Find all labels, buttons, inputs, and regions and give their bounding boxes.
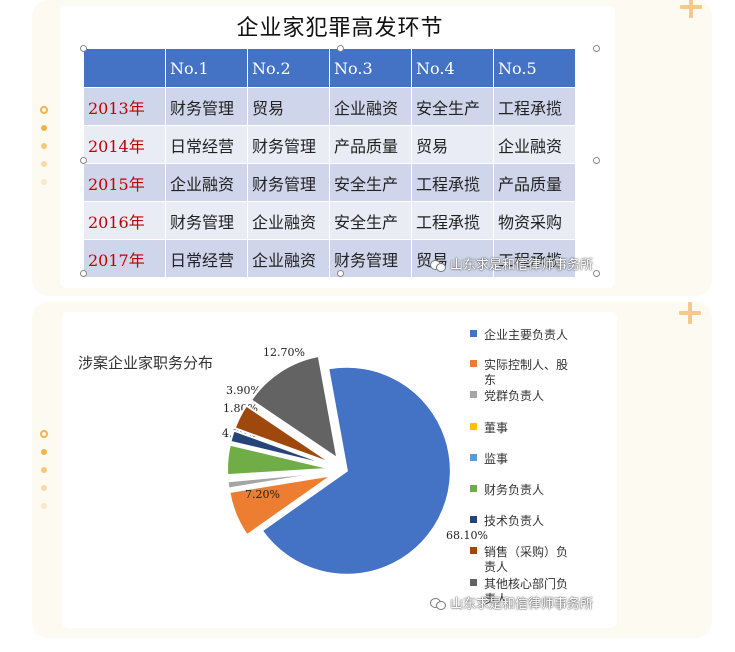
table-cell: 企业融资	[493, 125, 576, 164]
table-cell: 产品质量	[329, 125, 412, 164]
legend-label: 销售（采购）负	[484, 544, 568, 559]
year-cell: 2015年	[83, 163, 166, 202]
pie-slice	[226, 443, 332, 477]
plus-decoration-icon	[680, 0, 702, 18]
watermark: 山东求是和信律师事务所	[450, 597, 594, 612]
table-row: 2015年 企业融资 财务管理 安全生产 工程承揽 产品质量	[83, 163, 576, 202]
legend-label: 董事	[484, 421, 508, 435]
resize-handle[interactable]	[593, 45, 600, 52]
year-cell: 2016年	[83, 201, 166, 240]
legend-swatch	[470, 391, 477, 398]
table-header-row: No.1 No.2 No.3 No.4 No.5	[83, 48, 576, 88]
legend-label: 东	[484, 373, 496, 387]
wechat-icon	[430, 259, 446, 272]
wechat-icon	[430, 597, 446, 610]
resize-handle[interactable]	[593, 270, 600, 277]
pie-slice	[228, 474, 333, 537]
legend-label: 责人	[484, 592, 508, 606]
header-cell: No.1	[165, 48, 248, 88]
table-cell: 财务管理	[165, 87, 248, 126]
pie-slice	[260, 365, 452, 576]
table-title: 企业家犯罪高发环节	[236, 16, 444, 41]
dots-decoration	[40, 430, 52, 521]
slice-label: 68.10%	[446, 529, 488, 542]
legend-swatch	[470, 485, 477, 492]
legend-swatch	[470, 579, 477, 586]
legend-label: 责人	[484, 560, 508, 574]
legend-label: 技术负责人	[484, 514, 544, 528]
table-cell: 安全生产	[329, 201, 412, 240]
table-cell: 贸易	[411, 125, 494, 164]
table-cell: 企业融资	[165, 163, 248, 202]
table-cell: 企业融资	[247, 201, 330, 240]
slice-label: 7.20%	[245, 488, 280, 501]
table-cell: 安全生产	[329, 163, 412, 202]
legend-swatch	[470, 454, 477, 461]
dots-decoration	[40, 106, 52, 197]
legend-label: 其他核心部门负	[484, 576, 568, 591]
table-cell: 企业融资	[329, 87, 412, 126]
plus-decoration-icon	[679, 302, 701, 324]
table-cell: 财务管理	[247, 163, 330, 202]
pie-slice	[229, 429, 332, 467]
table-cell: 物资采购	[493, 201, 576, 240]
resize-handle[interactable]	[80, 45, 87, 52]
header-cell: No.5	[493, 48, 576, 88]
slice-label: 3.90%	[226, 384, 261, 397]
pie-slice	[226, 469, 332, 480]
table-cell: 产品质量	[493, 163, 576, 202]
slice-label: 12.70%	[263, 346, 305, 359]
table-cell: 贸易	[247, 87, 330, 126]
resize-handle[interactable]	[80, 270, 87, 277]
header-cell: No.4	[411, 48, 494, 88]
year-cell: 2013年	[83, 87, 166, 126]
table-cell: 企业融资	[247, 239, 330, 278]
table-cell: 财务管理	[247, 125, 330, 164]
table-cell: 财务管理	[165, 201, 248, 240]
resize-handle[interactable]	[337, 270, 344, 277]
chart-title: 涉案企业家职务分布	[78, 354, 214, 372]
watermark: 山东求是和信律师事务所	[450, 258, 594, 273]
table-cell: 日常经营	[165, 239, 248, 278]
table-cell: 工程承揽	[411, 201, 494, 240]
table-cell: 贸易	[411, 239, 494, 278]
table-row: 2013年 财务管理 贸易 企业融资 安全生产 工程承揽	[83, 87, 576, 126]
header-cell: No.2	[247, 48, 330, 88]
table-cell: 工程承揽	[493, 239, 576, 278]
header-cell	[83, 48, 166, 88]
resize-handle[interactable]	[80, 157, 87, 164]
pie-slice	[249, 354, 339, 461]
crime-table: No.1 No.2 No.3 No.4 No.5 2013年 财务管理 贸易 企…	[83, 48, 576, 278]
legend-swatch	[470, 423, 477, 430]
legend-swatch	[470, 360, 477, 367]
table-cell: 安全生产	[411, 87, 494, 126]
table-row: 2014年 日常经营 财务管理 产品质量 贸易 企业融资	[83, 125, 576, 164]
legend-label: 企业主要负责人	[484, 327, 568, 342]
resize-handle[interactable]	[337, 45, 344, 52]
table-row: 2016年 财务管理 企业融资 安全生产 工程承揽 物资采购	[83, 201, 576, 240]
table-cell: 工程承揽	[493, 87, 576, 126]
resize-handle[interactable]	[593, 157, 600, 164]
legend-label: 财务负责人	[484, 482, 544, 497]
pie-slice	[233, 404, 334, 465]
legend-label: 党群负责人	[484, 388, 544, 403]
legend-swatch	[470, 516, 477, 523]
table-cell: 工程承揽	[411, 163, 494, 202]
legend-swatch	[470, 547, 477, 554]
legend-swatch	[470, 330, 477, 337]
year-cell: 2017年	[83, 239, 166, 278]
legend-label: 监事	[484, 452, 508, 466]
legend-label: 实际控制人、股	[484, 357, 568, 372]
